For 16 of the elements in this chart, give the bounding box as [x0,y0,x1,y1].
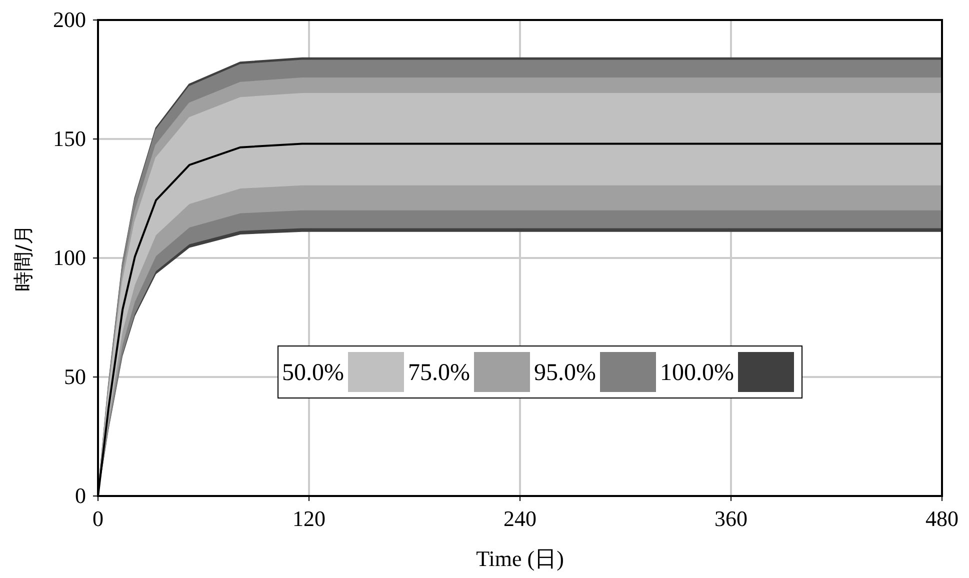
y-tick-label: 200 [53,7,86,32]
x-tick-label: 240 [504,506,536,531]
legend-label: 75.0% [408,360,470,386]
legend-label: 100.0% [660,360,734,386]
x-tick-label: 360 [714,506,748,531]
y-tick-label: 150 [53,126,86,151]
x-tick-label: 480 [926,506,958,531]
x-tick-label: 0 [92,506,104,531]
y-tick-label: 50 [64,364,86,389]
legend-label: 95.0% [534,360,596,386]
y-axis-title: 時間/月 [11,224,35,292]
x-axis-title: Time (日) [476,546,564,571]
x-tick-label: 120 [292,506,326,531]
legend-label: 50.0% [282,360,344,386]
y-tick-label: 100 [53,245,86,270]
y-tick-label: 0 [75,483,86,508]
